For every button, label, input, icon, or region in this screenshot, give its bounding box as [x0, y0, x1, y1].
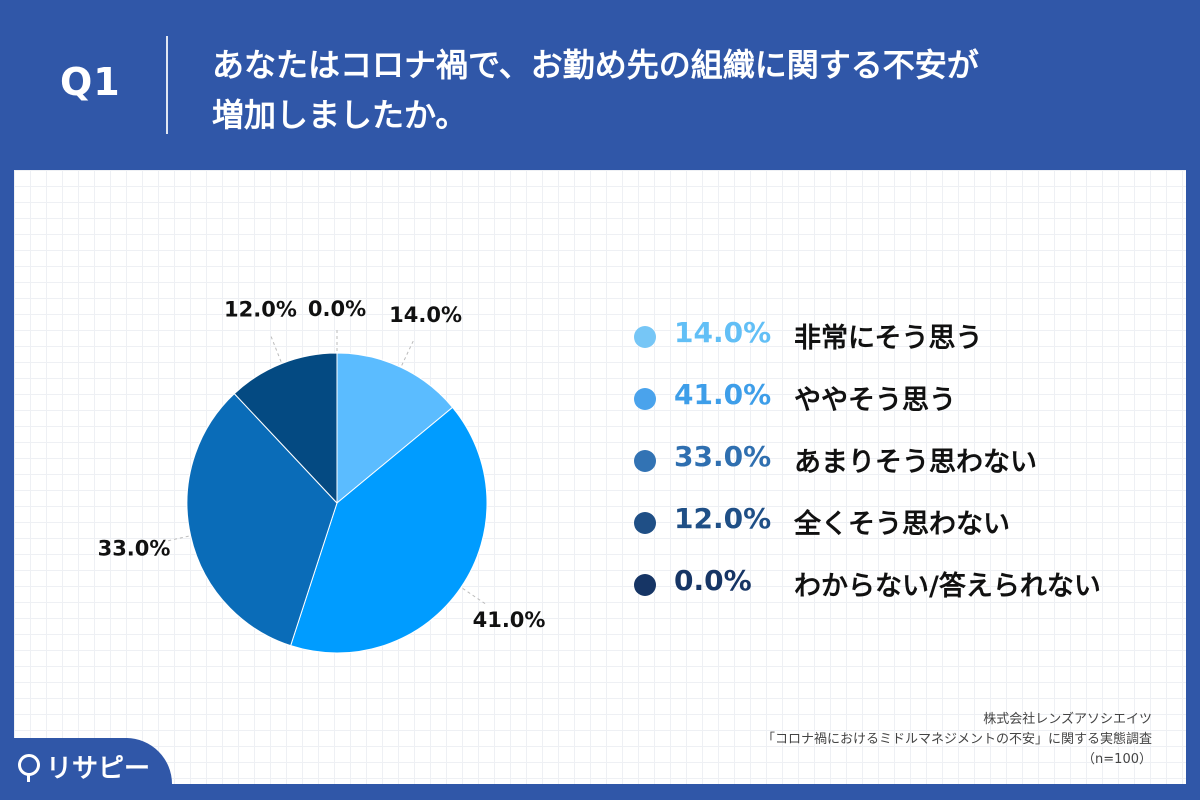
legend-text: ややそう思う — [794, 385, 956, 416]
legend-pct: 33.0% — [674, 440, 772, 473]
legend-pct: 12.0% — [674, 502, 772, 535]
slice-value-label: 12.0% — [224, 298, 297, 322]
slice-value-label: 0.0% — [308, 297, 366, 321]
leader-line — [159, 535, 189, 544]
pie-slice — [290, 406, 488, 654]
source-company: 株式会社レンズアソシエイツ — [983, 712, 1152, 727]
legend-pct: 0.0% — [674, 564, 752, 597]
legend-dot — [634, 574, 656, 596]
pie-slice — [233, 352, 338, 505]
brand-logo: リサピー — [0, 738, 172, 800]
leader-line — [269, 333, 282, 362]
legend-dot — [634, 326, 656, 348]
legend-text: 全くそう思わない — [794, 509, 1010, 540]
header: Q1 あなたはコロナ禍で、お勤め先の組織に関する不安が 増加しましたか。 — [0, 0, 1200, 170]
question-title: あなたはコロナ禍で、お勤め先の組織に関する不安が 増加しましたか。 — [212, 40, 1112, 140]
chart-panel: 14.0% 41.0% 33.0% 12.0% 0.0% 14.0% 非常にそう思う 4… — [14, 170, 1186, 784]
legend-item: 0.0% わからない/答えられない — [634, 560, 1174, 622]
leader-line — [462, 588, 488, 606]
pin-icon — [18, 754, 40, 782]
source-note: 株式会社レンズアソシエイツ 「コロナ禍におけるミドルマネジメントの不安」に関する… — [592, 710, 1152, 770]
question-title-line2: 増加しましたか。 — [212, 96, 468, 134]
pie-chart: 14.0% 41.0% 33.0% 12.0% 0.0% — [98, 297, 546, 654]
legend-text: 非常にそう思う — [794, 323, 983, 354]
legend-dot — [634, 512, 656, 534]
slice-value-label: 41.0% — [473, 608, 546, 632]
source-survey: 「コロナ禍におけるミドルマネジメントの不安」に関する実態調査 — [761, 732, 1152, 747]
slice-value-label: 33.0% — [98, 536, 171, 560]
legend-dot — [634, 388, 656, 410]
legend-item: 14.0% 非常にそう思う — [634, 312, 1174, 374]
legend-text: わからない/答えられない — [794, 571, 1101, 602]
question-title-line1: あなたはコロナ禍で、お勤め先の組織に関する不安が — [212, 46, 979, 84]
legend-pct: 41.0% — [674, 378, 772, 411]
pie-slice — [336, 352, 454, 505]
legend-pct: 14.0% — [674, 316, 772, 349]
pie-slice — [186, 392, 338, 647]
legend-text: あまりそう思わない — [794, 447, 1037, 478]
header-divider — [166, 36, 168, 134]
legend-item: 33.0% あまりそう思わない — [634, 436, 1174, 498]
slice-value-label: 14.0% — [389, 303, 462, 327]
source-sample-size: （n=100） — [1082, 752, 1152, 767]
question-id: Q1 — [60, 60, 121, 104]
legend-dot — [634, 450, 656, 472]
legend: 14.0% 非常にそう思う 41.0% ややそう思う 33.0% あまりそう思わ… — [634, 312, 1174, 622]
leader-line — [401, 338, 415, 366]
legend-item: 12.0% 全くそう思わない — [634, 498, 1174, 560]
brand-name: リサピー — [46, 754, 151, 784]
legend-item: 41.0% ややそう思う — [634, 374, 1174, 436]
